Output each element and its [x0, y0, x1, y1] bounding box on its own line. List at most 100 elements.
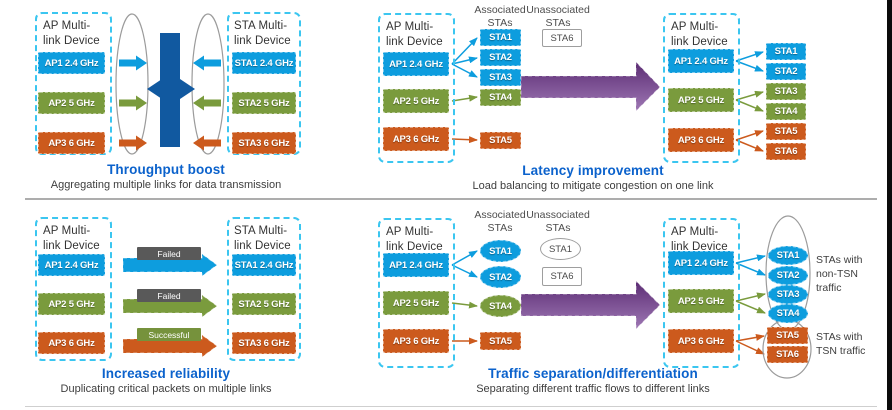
- br-assoc-sta5-chip: STA5: [480, 332, 521, 350]
- tr-after-ap3-sta5: [735, 130, 764, 141]
- tl-uplink-arrow-1: [119, 55, 147, 71]
- br-after-ap2-link-chip: AP2 5 GHz: [668, 289, 734, 313]
- br-panel-title: Traffic separation/differentiation: [488, 366, 698, 381]
- tl-sta-device-title: STA Multi- link Device: [234, 20, 291, 47]
- bl-panel-title: Increased reliability: [101, 366, 231, 381]
- br-after-sta6-chip: STA6: [767, 346, 808, 363]
- br-ap3-link-chip: AP3 6 GHz: [383, 329, 449, 353]
- br-after-ap3-sta5: [735, 333, 765, 342]
- tl-ap2-link-chip: AP2 5 GHz: [38, 92, 105, 114]
- br-link-ap1-sta1: [451, 250, 478, 266]
- br-panel-subtitle: Separating different traffic flows to di…: [476, 383, 710, 395]
- tl-ap-device-title: AP Multi- link Device: [43, 20, 100, 47]
- br-connector-arrows: [451, 250, 766, 355]
- tl-right-links-oval: [191, 13, 225, 155]
- tr-transition-arrow: [520, 60, 661, 113]
- br-after-sta5-chip: STA5: [767, 327, 808, 344]
- br-unassociated-header: Unassociated STAs: [526, 209, 590, 235]
- tl-aggregation-graphic: [115, 13, 225, 155]
- tr-ap3-link-chip: AP3 6 GHz: [383, 127, 449, 151]
- bl-sta1-link-chip: STA1 2.4 GHz: [232, 254, 296, 276]
- br-non-tsn-label: STAs with non-TSN traffic: [816, 254, 863, 295]
- br-unassoc-sta1-ellipse: STA1: [540, 238, 581, 260]
- br-after-sta2-ellipse: STA2: [768, 266, 808, 285]
- tr-link-ap1-sta3: [451, 63, 478, 78]
- tr-after-ap2-sta4: [735, 99, 764, 112]
- br-after-ap3-link-chip: AP3 6 GHz: [668, 329, 734, 353]
- br-after-sta1-ellipse: STA1: [768, 246, 808, 265]
- br-associated-header: Associated STAs: [474, 209, 526, 235]
- br-ap-device-title: AP Multi- link Device: [386, 226, 443, 253]
- tr-after-ap2-link-chip: AP2 5 GHz: [668, 88, 734, 112]
- tl-sta2-link-chip: STA2 5 GHz: [232, 92, 296, 114]
- tl-downlink-arrow-1: [193, 55, 221, 71]
- tr-after-ap-device-box: [663, 13, 740, 163]
- tr-assoc-sta5-chip: STA5: [480, 132, 521, 149]
- tr-unassoc-sta6-chip: STA6: [542, 29, 582, 47]
- tr-after-ap2-sta3: [735, 90, 764, 101]
- tr-assoc-sta4-chip: STA4: [480, 89, 521, 106]
- br-assoc-sta1-ellipse: STA1: [480, 240, 521, 262]
- bl-sta3-link-chip: STA3 6 GHz: [232, 332, 296, 354]
- tl-uplink-arrow-2: [119, 95, 147, 111]
- tr-after-ap1-link-chip: AP1 2.4 GHz: [668, 49, 734, 73]
- tr-after-sta4-chip: STA4: [766, 103, 806, 120]
- horizontal-divider-middle: [25, 198, 877, 200]
- tr-after-ap1-sta2: [735, 60, 764, 72]
- tr-after-sta6-chip: STA6: [766, 143, 806, 160]
- bl-attempt1-label: Failed: [137, 247, 201, 260]
- tl-downlink-arrow-2: [193, 95, 221, 111]
- br-tsn-label: STAs with TSN traffic: [816, 331, 866, 358]
- tr-panel-subtitle: Load balancing to mitigate congestion on…: [472, 180, 714, 192]
- bl-ap2-link-chip: AP2 5 GHz: [38, 293, 105, 315]
- bl-ap-device-box: [35, 217, 112, 361]
- bl-panel-subtitle: Duplicating critical packets on multiple…: [60, 383, 272, 395]
- br-link-ap1-sta2: [451, 264, 478, 278]
- tl-ap3-link-chip: AP3 6 GHz: [38, 132, 105, 154]
- tr-after-ap3-sta6: [735, 139, 764, 152]
- tr-after-ap-device-title: AP Multi- link Device: [671, 21, 728, 48]
- br-after-ap1-link-chip: AP1 2.4 GHz: [668, 251, 734, 275]
- bl-attempt3-label: Successful: [137, 328, 201, 341]
- br-ap1-link-chip: AP1 2.4 GHz: [383, 253, 449, 277]
- tr-link-ap3-sta5: [451, 136, 478, 144]
- br-transition-arrow: [520, 279, 661, 331]
- aggregation-diamond: [147, 73, 195, 105]
- bl-ap3-link-chip: AP3 6 GHz: [38, 332, 105, 354]
- bl-attempt2-label: Failed: [137, 289, 201, 302]
- br-after-ap2-sta3: [735, 292, 766, 302]
- br-ap-device-box: [378, 218, 455, 368]
- bl-sta-device-box: [227, 217, 301, 361]
- horizontal-divider-bottom: [25, 406, 877, 407]
- tr-after-sta3-chip: STA3: [766, 83, 806, 100]
- tl-panel-title: Throughput boost: [107, 162, 225, 177]
- br-after-ap3-sta6: [735, 340, 765, 355]
- tr-after-sta5-chip: STA5: [766, 123, 806, 140]
- tl-sta3-link-chip: STA3 6 GHz: [232, 132, 296, 154]
- tl-ap1-link-chip: AP1 2.4 GHz: [38, 52, 105, 74]
- tl-sta-device-box: [227, 12, 301, 155]
- tr-ap-device-title: AP Multi- link Device: [386, 21, 443, 48]
- bl-ap1-link-chip: AP1 2.4 GHz: [38, 254, 105, 276]
- bl-ap-device-title: AP Multi- link Device: [43, 225, 100, 252]
- bl-sta2-link-chip: STA2 5 GHz: [232, 293, 296, 315]
- tr-panel-title: Latency improvement: [522, 163, 664, 178]
- br-ap2-link-chip: AP2 5 GHz: [383, 291, 449, 315]
- br-link-ap2-sta4: [451, 301, 478, 309]
- bl-sta-device-title: STA Multi- link Device: [234, 225, 291, 252]
- br-assoc-sta4-ellipse: STA4: [480, 295, 521, 317]
- br-after-ap-device-title: AP Multi- link Device: [671, 226, 728, 253]
- tr-unassociated-header: Unassociated STAs: [526, 4, 590, 30]
- tr-after-ap3-link-chip: AP3 6 GHz: [668, 128, 734, 152]
- tl-panel-subtitle: Aggregating multiple links for data tran…: [50, 179, 282, 191]
- tr-link-ap2-sta4: [451, 94, 478, 102]
- tl-downlink-arrow-3: [193, 135, 221, 151]
- br-unassoc-sta6-chip: STA6: [542, 267, 582, 286]
- br-assoc-sta2-ellipse: STA2: [480, 266, 521, 288]
- tr-ap-device-box: [378, 13, 455, 163]
- br-after-ap1-sta1: [735, 254, 766, 264]
- tl-left-links-oval: [115, 13, 149, 155]
- br-after-sta3-ellipse: STA3: [768, 285, 808, 304]
- tr-ap1-link-chip: AP1 2.4 GHz: [383, 52, 449, 76]
